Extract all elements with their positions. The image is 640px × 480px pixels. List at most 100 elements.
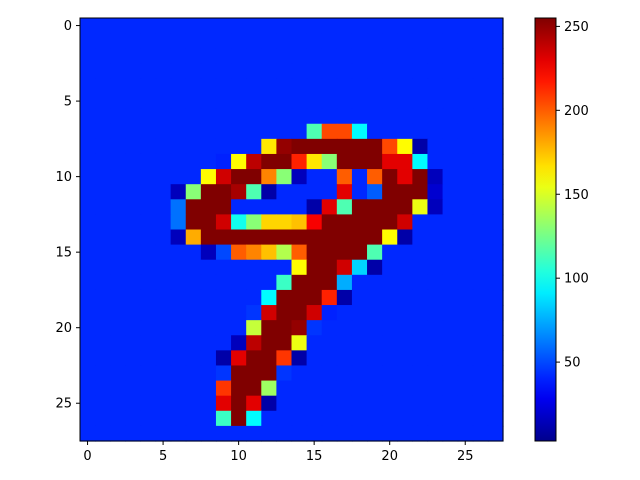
heatmap-cell <box>457 305 474 321</box>
heatmap-cell <box>442 350 459 367</box>
heatmap-cell <box>336 123 353 140</box>
heatmap-cell <box>261 320 277 336</box>
heatmap-cell <box>155 365 172 382</box>
heatmap-cell <box>185 169 202 185</box>
heatmap-cell <box>442 214 459 231</box>
heatmap-cell <box>110 425 126 442</box>
heatmap-cell <box>80 259 96 276</box>
heatmap-cell <box>336 108 353 125</box>
heatmap-cell <box>472 48 489 64</box>
heatmap-cell <box>215 169 232 185</box>
heatmap-cell <box>351 199 368 215</box>
heatmap-cell <box>336 229 353 246</box>
heatmap-cell <box>125 229 142 246</box>
heatmap-cell <box>80 199 96 215</box>
heatmap-cell <box>291 153 308 170</box>
heatmap-cell <box>110 153 126 170</box>
heatmap-cell <box>215 320 232 336</box>
heatmap-cell <box>412 48 429 64</box>
heatmap-cell <box>95 214 111 231</box>
heatmap-cell <box>367 380 383 397</box>
heatmap-cell <box>397 320 413 336</box>
heatmap-cell <box>442 305 459 321</box>
heatmap-cell <box>276 184 293 200</box>
heatmap-cell <box>442 108 459 125</box>
heatmap-cell <box>457 199 474 215</box>
heatmap-cell <box>291 199 308 215</box>
heatmap-cell <box>321 410 338 427</box>
heatmap-cell <box>200 108 217 125</box>
heatmap-cell <box>276 78 293 95</box>
heatmap-cell <box>397 18 413 34</box>
heatmap-cell <box>95 365 111 382</box>
heatmap-cell <box>140 169 157 185</box>
heatmap-cell <box>155 78 172 95</box>
heatmap-cell <box>351 184 368 200</box>
heatmap-cell <box>321 18 338 34</box>
heatmap-cell <box>306 138 323 155</box>
heatmap-cell <box>336 410 353 427</box>
heatmap-cell <box>382 335 398 351</box>
heatmap-cell <box>321 78 338 95</box>
heatmap-cell <box>110 108 126 125</box>
heatmap-cell <box>170 199 187 215</box>
heatmap-cell <box>457 289 474 306</box>
heatmap-cell <box>291 33 308 49</box>
heatmap-cell <box>125 169 142 185</box>
heatmap-cell <box>185 33 202 49</box>
heatmap-cell <box>246 259 262 276</box>
heatmap-cell <box>231 335 247 351</box>
heatmap-cell <box>306 123 323 140</box>
heatmap-cell <box>397 153 413 170</box>
heatmap-cell <box>80 108 96 125</box>
heatmap-cell <box>170 78 187 95</box>
heatmap-cell <box>185 244 202 261</box>
heatmap-cell <box>291 380 308 397</box>
heatmap-cell <box>170 395 187 412</box>
heatmap-cell <box>185 93 202 110</box>
heatmap-cell <box>336 305 353 321</box>
heatmap-cell <box>457 48 474 64</box>
heatmap-cell <box>276 380 293 397</box>
heatmap-cell <box>351 214 368 231</box>
heatmap-cell <box>80 274 96 291</box>
heatmap-cell <box>110 33 126 49</box>
heatmap-cell <box>80 184 96 200</box>
heatmap-cell <box>95 274 111 291</box>
heatmap-cell <box>155 425 172 442</box>
heatmap-cell <box>457 123 474 140</box>
heatmap-cell <box>276 108 293 125</box>
heatmap-cell <box>246 425 262 442</box>
heatmap-cell <box>457 184 474 200</box>
heatmap-cell <box>367 169 383 185</box>
heatmap-cell <box>140 18 157 34</box>
heatmap-cell <box>457 93 474 110</box>
heatmap-cell <box>487 259 504 276</box>
heatmap-cell <box>110 305 126 321</box>
heatmap-cell <box>367 395 383 412</box>
heatmap-cell <box>442 259 459 276</box>
heatmap-cell <box>200 425 217 442</box>
heatmap-cell <box>80 123 96 140</box>
heatmap-cell <box>140 305 157 321</box>
heatmap-cell <box>80 169 96 185</box>
heatmap-cell <box>246 410 262 427</box>
heatmap-cell <box>336 199 353 215</box>
heatmap-cell <box>261 365 277 382</box>
heatmap-cell <box>276 289 293 306</box>
heatmap-cell <box>442 153 459 170</box>
heatmap-cell <box>412 395 429 412</box>
heatmap-cell <box>487 63 504 80</box>
heatmap-cell <box>215 380 232 397</box>
heatmap-cell <box>261 184 277 200</box>
heatmap-cell <box>367 33 383 49</box>
heatmap-cell <box>140 289 157 306</box>
heatmap-cell <box>291 289 308 306</box>
heatmap-cell <box>382 138 398 155</box>
heatmap-cell <box>231 48 247 64</box>
heatmap-cell <box>215 123 232 140</box>
heatmap-cell <box>95 380 111 397</box>
x-tick-label: 5 <box>159 449 167 464</box>
heatmap-cell <box>80 410 96 427</box>
heatmap-cell <box>276 33 293 49</box>
